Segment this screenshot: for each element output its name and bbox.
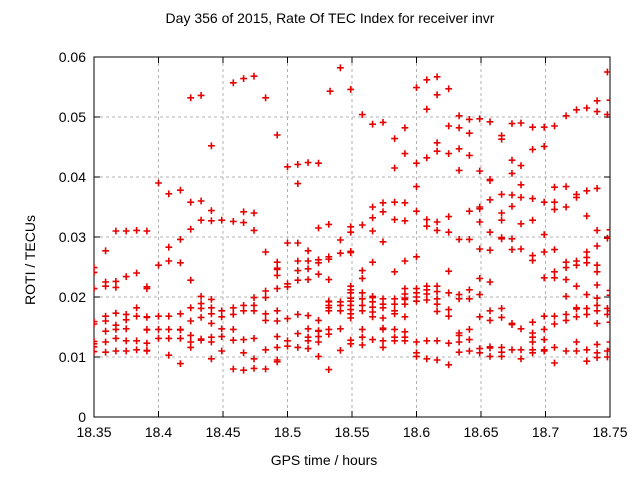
y-tick-label: 0.06 (59, 49, 86, 65)
y-tick-label: 0.05 (59, 109, 86, 125)
x-tick-label: 18.4 (145, 424, 172, 440)
x-tick-label: 18.65 (463, 424, 498, 440)
x-tick-label: 18.45 (205, 424, 240, 440)
x-tick-label: 18.35 (76, 424, 111, 440)
x-axis-label: GPS time / hours (270, 452, 378, 468)
y-tick-label: 0.04 (59, 169, 86, 185)
y-tick-label: 0.03 (59, 229, 86, 245)
x-tick-label: 18.55 (334, 424, 369, 440)
x-tick-label: 18.5 (274, 424, 301, 440)
x-tick-label: 18.6 (403, 424, 430, 440)
y-tick-label: 0 (78, 409, 86, 425)
y-axis-label: ROTI / TECUs (22, 215, 38, 305)
chart-title: Day 356 of 2015, Rate Of TEC Index for r… (165, 10, 495, 26)
y-tick-label: 0.01 (59, 349, 86, 365)
x-tick-label: 18.7 (532, 424, 559, 440)
gridlines (94, 57, 610, 417)
y-tick-label: 0.02 (59, 289, 86, 305)
tick-labels: 18.35 18.4 18.45 18.5 18.55 18.6 18.65 18.7 18.7… (59, 49, 628, 440)
scatter-points (94, 64, 610, 374)
x-tick-label: 18.75 (592, 424, 627, 440)
